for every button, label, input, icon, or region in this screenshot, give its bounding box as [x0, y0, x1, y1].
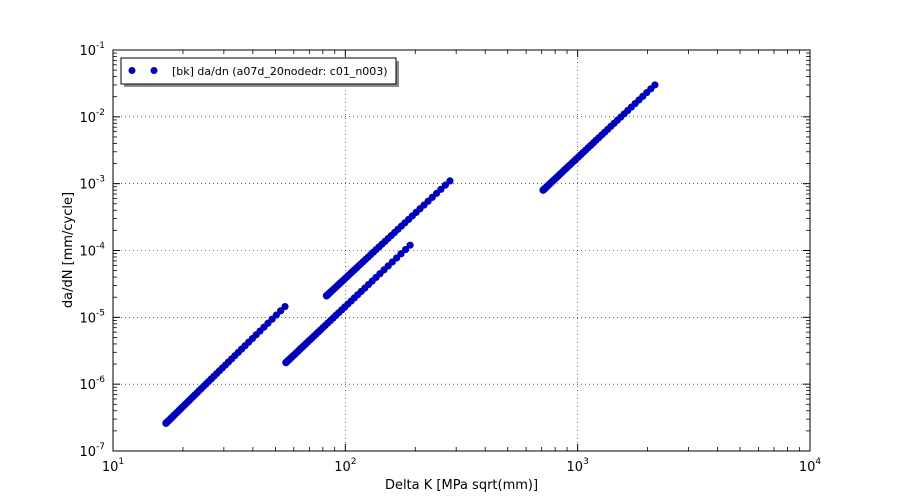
y-tick-label: 10-4 — [79, 242, 105, 260]
x-tick-labels: 101 102 103 104 — [102, 457, 822, 475]
y-tick-label: 10-3 — [79, 175, 105, 193]
legend-marker — [150, 67, 158, 74]
y-tick-label: 10-6 — [79, 375, 105, 393]
legend: [bk] da/dn (a07d_20nodedr: c01_n003) — [120, 57, 399, 87]
grid — [113, 50, 810, 451]
data-point — [401, 245, 410, 254]
data-point — [441, 181, 449, 189]
legend-marker — [128, 67, 136, 74]
data-point — [397, 250, 405, 258]
y-tick-label: 10-7 — [79, 442, 105, 460]
axis-ticks — [112, 49, 811, 452]
data-point — [277, 307, 285, 315]
x-tick-label: 103 — [567, 457, 589, 475]
data-point — [651, 81, 659, 89]
data-point — [446, 177, 454, 185]
data-point — [281, 302, 289, 311]
legend-box — [120, 57, 397, 85]
y-tick-label: 10-1 — [79, 41, 105, 59]
y-axis-label: da/dN [mm/cycle] — [61, 192, 76, 308]
y-tick-label: 10-5 — [79, 308, 105, 326]
x-tick-label: 104 — [799, 457, 822, 475]
data-points — [162, 81, 659, 427]
legend-label: [bk] da/dn (a07d_20nodedr: c01_n003) — [172, 65, 388, 78]
y-tick-labels: 10-7 10-6 10-5 10-4 10-3 10-2 10-1 — [79, 41, 105, 460]
x-tick-label: 101 — [102, 457, 124, 475]
x-axis-label: Delta K [MPa sqrt(mm)] — [385, 478, 538, 493]
data-point — [406, 241, 414, 249]
x-tick-label: 102 — [334, 457, 356, 475]
y-tick-label: 10-2 — [79, 108, 105, 126]
